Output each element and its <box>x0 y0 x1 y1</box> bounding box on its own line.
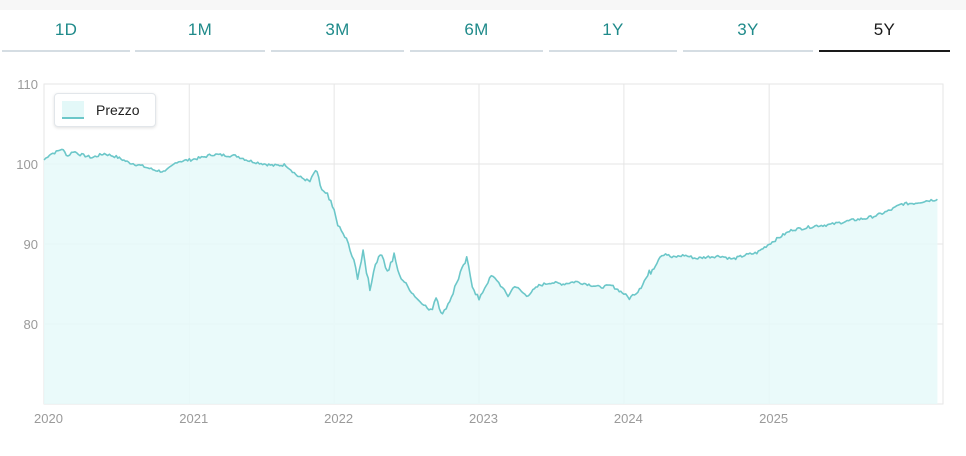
x-tick-label: 2022 <box>324 411 353 426</box>
tab-6m[interactable]: 6M <box>410 10 543 52</box>
y-tick-label: 110 <box>17 77 38 92</box>
tab-1y[interactable]: 1Y <box>549 10 677 52</box>
tab-1m[interactable]: 1M <box>135 10 265 52</box>
x-tick-label: 2020 <box>34 411 63 426</box>
tab-1d[interactable]: 1D <box>2 10 130 52</box>
price-line <box>43 148 938 315</box>
price-line-layer <box>43 148 938 315</box>
chart-legend[interactable]: Prezzo <box>54 93 156 127</box>
period-tabs: 1D 1M 3M 6M 1Y 3Y 5Y <box>0 10 966 54</box>
tab-5y[interactable]: 5Y <box>819 10 950 52</box>
tab-3m[interactable]: 3M <box>271 10 404 52</box>
y-axis: 80 90 100 110 <box>16 77 38 332</box>
x-tick-label: 2024 <box>614 411 643 426</box>
x-tick-label: 2023 <box>469 411 498 426</box>
x-axis: 2020 2021 2022 2023 2024 2025 <box>34 411 788 426</box>
legend-label: Prezzo <box>96 102 140 118</box>
x-tick-label: 2021 <box>179 411 208 426</box>
y-tick-label: 100 <box>16 157 38 172</box>
y-tick-label: 90 <box>24 237 38 252</box>
y-tick-label: 80 <box>24 317 38 332</box>
x-tick-label: 2025 <box>759 411 788 426</box>
tab-3y[interactable]: 3Y <box>683 10 813 52</box>
legend-swatch <box>62 101 84 119</box>
